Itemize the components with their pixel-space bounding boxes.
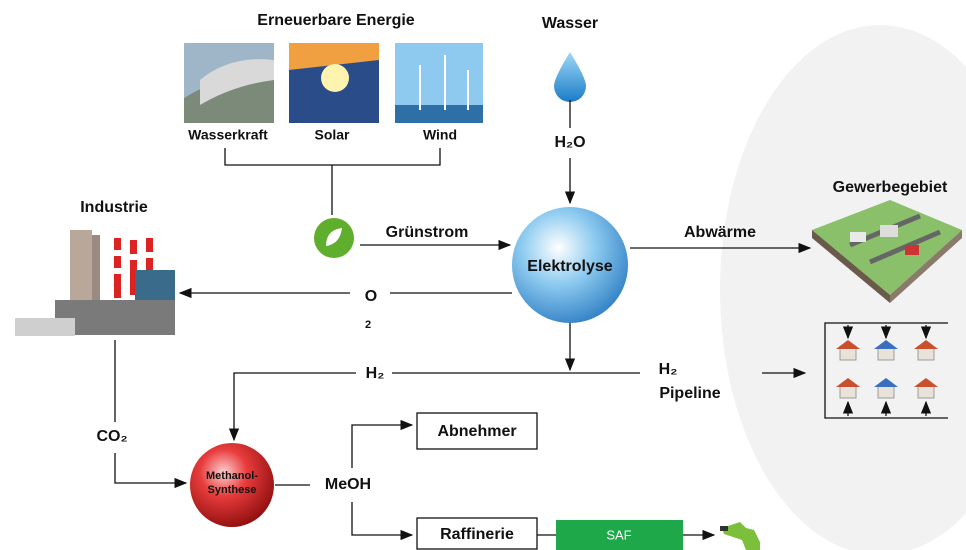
arrow [115,453,186,483]
node-label: Industrie [80,199,148,216]
arrow [234,373,356,440]
background-shape [720,25,966,550]
node-label: Elektrolyse [527,258,612,275]
flow-label: Abwärme [684,224,756,241]
arrow [352,425,412,468]
flow-label-index: 2 [365,319,371,331]
water-formula: H₂O [554,134,585,151]
wind-image [395,43,483,123]
industry-image [15,230,175,336]
node-label: Gewerbegebiet [833,179,948,196]
node-label: Raffinerie [440,526,514,543]
node-label: Synthese [208,484,257,496]
flow-label: H₂ [659,361,678,378]
flow-label: CO₂ [96,428,127,445]
hydro-image [184,43,274,123]
page: Erneuerbare Energie Wasserkraft Solar Wi… [0,0,966,550]
water-title: Wasser [542,15,598,32]
source-label: Wasserkraft [188,127,268,143]
flow-label: Grünstrom [386,224,469,241]
flow-label: Pipeline [659,385,720,402]
node-label: Methanol- [206,470,258,482]
flow-label: MeOH [325,476,371,493]
green-power-icon [314,218,354,258]
node-label: Abnehmer [437,423,516,440]
solar-image [289,43,379,123]
flow-label: H₂ [366,365,385,382]
flow-label: O [365,288,377,305]
renewables-title: Erneuerbare Energie [257,12,415,29]
fuel-nozzle-icon [720,522,760,550]
diagram: Erneuerbare Energie Wasserkraft Solar Wi… [0,0,966,550]
connector [225,148,440,215]
arrow [352,502,412,535]
node-label: SAF [606,527,631,542]
water-drop [554,52,586,102]
source-label: Wind [423,127,457,143]
source-label: Solar [314,127,350,143]
